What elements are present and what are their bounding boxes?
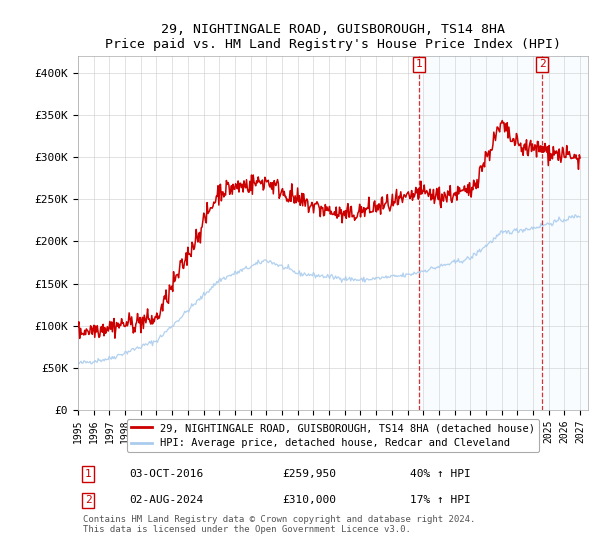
Legend: 29, NIGHTINGALE ROAD, GUISBOROUGH, TS14 8HA (detached house), HPI: Average price: 29, NIGHTINGALE ROAD, GUISBOROUGH, TS14 … xyxy=(127,419,539,452)
Text: 2: 2 xyxy=(539,59,545,69)
Title: 29, NIGHTINGALE ROAD, GUISBOROUGH, TS14 8HA
Price paid vs. HM Land Registry's Ho: 29, NIGHTINGALE ROAD, GUISBOROUGH, TS14 … xyxy=(105,22,561,50)
Text: 17% ↑ HPI: 17% ↑ HPI xyxy=(409,496,470,505)
Text: 1: 1 xyxy=(416,59,422,69)
Text: £310,000: £310,000 xyxy=(282,496,336,505)
Text: 02-AUG-2024: 02-AUG-2024 xyxy=(129,496,203,505)
Text: 1: 1 xyxy=(85,469,92,479)
Bar xyxy=(419,56,596,410)
Text: 2: 2 xyxy=(85,496,92,505)
Text: 03-OCT-2016: 03-OCT-2016 xyxy=(129,469,203,479)
Text: 40% ↑ HPI: 40% ↑ HPI xyxy=(409,469,470,479)
Text: £259,950: £259,950 xyxy=(282,469,336,479)
Text: Contains HM Land Registry data © Crown copyright and database right 2024.
This d: Contains HM Land Registry data © Crown c… xyxy=(83,515,475,534)
